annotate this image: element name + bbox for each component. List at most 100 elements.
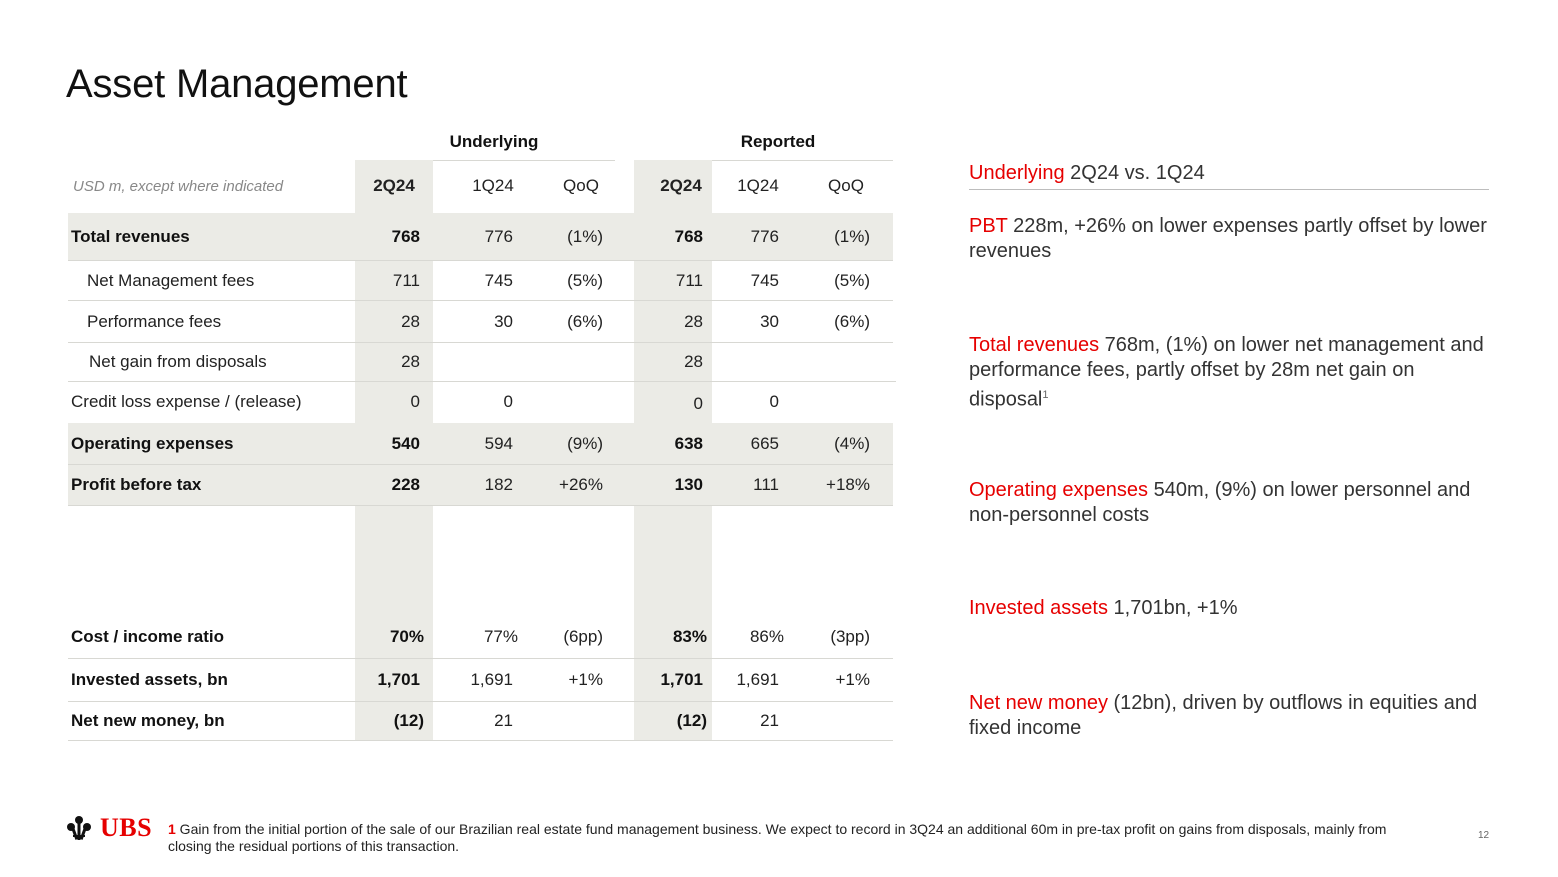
table-cell: 111 xyxy=(753,475,779,494)
table-cell: (9%) xyxy=(567,433,603,453)
table-cell: 1,701 xyxy=(660,670,703,689)
table-cell: (6%) xyxy=(567,311,603,331)
ubs-logo: UBS xyxy=(64,813,152,843)
commentary-item-total-revenues: Total revenues 768m, (1%) on lower net m… xyxy=(969,333,1489,413)
header-top-line xyxy=(712,160,893,161)
footnote-marker: 1 xyxy=(1042,389,1049,401)
table-cell: 768 xyxy=(674,226,703,246)
footnote-number: 1 xyxy=(168,821,176,837)
page-number: 12 xyxy=(1478,830,1490,841)
table-cell: (4%) xyxy=(834,433,870,453)
table-cell: 28 xyxy=(684,311,703,331)
commentary-highlight: Total revenues xyxy=(969,334,1100,356)
row-label: Credit loss expense / (release) xyxy=(71,392,302,411)
column-header: 2Q24 xyxy=(373,176,415,195)
table-row-operating-expenses: Operating expenses 540 594 (9%) 638 665 … xyxy=(68,423,893,465)
commentary-item-invested-assets: Invested assets 1,701bn, +1% xyxy=(969,596,1489,621)
group-heading-underlying: Underlying xyxy=(449,132,539,151)
table-cell: 28 xyxy=(401,311,420,331)
commentary-highlight: Operating expenses xyxy=(969,479,1149,501)
commentary-text: 228m, +26% on lower expenses partly offs… xyxy=(969,215,1487,262)
table-cell: 77% xyxy=(483,627,518,646)
table-cell: (5%) xyxy=(834,270,870,290)
row-label: Net Management fees xyxy=(87,270,255,290)
table-row-cost-income-ratio: Cost / income ratio 70% 77% (6pp) 83% 86… xyxy=(68,616,893,659)
commentary-item-net-new-money: Net new money (12bn), driven by outflows… xyxy=(969,691,1489,741)
table-cell: (6%) xyxy=(834,311,870,331)
table-cell: 0 xyxy=(410,392,420,411)
table-cell: 83% xyxy=(672,627,707,646)
commentary-text: 1,701bn, +1% xyxy=(1107,597,1238,619)
row-label: Net gain from disposals xyxy=(89,352,267,371)
table-cell: 745 xyxy=(750,270,779,290)
table-cell: 130 xyxy=(674,475,703,494)
table-cell: 30 xyxy=(494,311,513,331)
table-row-credit-loss: Credit loss expense / (release) 0 0 0 0 xyxy=(68,382,893,422)
table-cell: 0 xyxy=(769,392,779,411)
column-header: 1Q24 xyxy=(737,176,779,195)
column-header: 1Q24 xyxy=(472,176,514,195)
row-label: Invested assets, bn xyxy=(71,670,228,689)
table-row-net-new-money: Net new money, bn (12) 21 (12) 21 xyxy=(68,702,893,741)
table-cell: (1%) xyxy=(834,226,870,246)
row-label: Operating expenses xyxy=(71,433,234,453)
table-cell: 638 xyxy=(674,433,703,453)
table-cell: 228 xyxy=(391,475,420,494)
commentary-heading-text: 2Q24 vs. 1Q24 xyxy=(1064,162,1205,184)
table-cell: 0 xyxy=(503,392,513,411)
table-cell: 21 xyxy=(494,711,513,730)
table-cell: 711 xyxy=(675,270,703,290)
table-cell: 1,691 xyxy=(736,670,779,689)
commentary-highlight: Net new money xyxy=(969,692,1108,714)
table-cell: +18% xyxy=(826,475,870,494)
table-cell: 28 xyxy=(401,352,420,371)
table-cell: 86% xyxy=(749,627,784,646)
commentary-heading: Underlying 2Q24 vs. 1Q24 xyxy=(969,162,1489,190)
commentary-item-pbt: PBT 228m, +26% on lower expenses partly … xyxy=(969,214,1489,264)
table-cell: (1%) xyxy=(567,226,603,246)
table-row-net-gain-from-disposals: Net gain from disposals 28 28 xyxy=(68,343,896,382)
group-heading-reported: Reported xyxy=(740,132,816,151)
row-label: Total revenues xyxy=(71,226,190,246)
table-row-net-management-fees: Net Management fees 711 745 (5%) 711 745… xyxy=(68,261,893,301)
table-row-total-revenues: Total revenues 768 776 (1%) 768 776 (1%) xyxy=(68,213,893,261)
commentary-heading-highlight: Underlying xyxy=(969,162,1065,184)
footnote-text: Gain from the initial portion of the sal… xyxy=(168,821,1387,854)
logo-text: UBS xyxy=(100,813,153,842)
table-cell: (12) xyxy=(393,711,424,730)
table-cell: 665 xyxy=(750,433,779,453)
page-title: Asset Management xyxy=(66,62,408,106)
table-cell: 745 xyxy=(484,270,513,290)
table-row-profit-before-tax: Profit before tax 228 182 +26% 130 111 +… xyxy=(68,465,893,506)
commentary-highlight: PBT xyxy=(969,215,1008,237)
unit-label: USD m, except where indicated xyxy=(73,177,284,195)
table-row-invested-assets: Invested assets, bn 1,701 1,691 +1% 1,70… xyxy=(68,659,893,702)
commentary-text: (12bn), driven by outflows in equities a… xyxy=(969,692,1478,739)
keys-icon xyxy=(67,816,91,840)
table-header-row: USD m, except where indicated 2Q24 1Q24 … xyxy=(68,166,893,206)
commentary-text: 768m, (1%) on lower net management and p… xyxy=(969,334,1484,411)
row-label: Performance fees xyxy=(87,311,222,331)
table-cell: (12) xyxy=(676,711,707,730)
table-cell: +1% xyxy=(835,670,871,689)
table-cell: 711 xyxy=(392,270,420,290)
row-label: Net new money, bn xyxy=(71,711,225,730)
table-cell: 182 xyxy=(484,475,513,494)
column-header: QoQ xyxy=(563,176,599,195)
table-cell: +1% xyxy=(568,670,604,689)
table-cell: 1,691 xyxy=(470,670,513,689)
table-cell: 70% xyxy=(389,627,424,646)
table-cell: 1,701 xyxy=(377,670,420,689)
table-cell: 594 xyxy=(484,433,513,453)
table-cell: (5%) xyxy=(567,270,603,290)
table-cell: 0 xyxy=(693,394,703,413)
table-cell: 21 xyxy=(760,711,779,730)
row-label: Profit before tax xyxy=(71,475,202,494)
column-header: 2Q24 xyxy=(660,176,702,195)
commentary-item-operating-expenses: Operating expenses 540m, (9%) on lower p… xyxy=(969,478,1489,528)
table-cell: (3pp) xyxy=(830,627,870,646)
table-cell: 28 xyxy=(684,352,703,371)
table-cell: 776 xyxy=(484,226,513,246)
table-cell: 768 xyxy=(391,226,420,246)
table-cell: 30 xyxy=(760,311,779,331)
